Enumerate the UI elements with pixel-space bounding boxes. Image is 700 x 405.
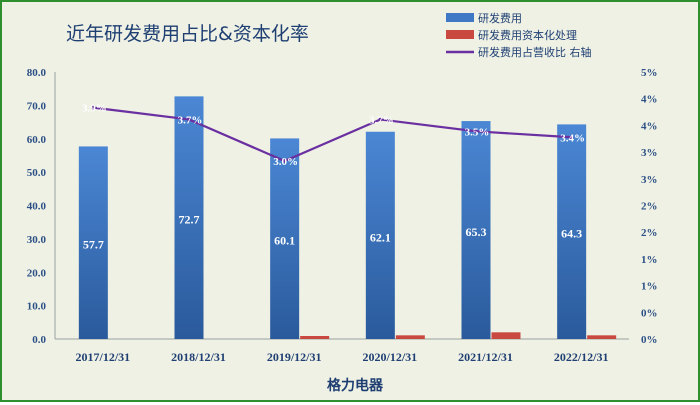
x-tick-label: 2022/12/31 <box>554 350 609 364</box>
y2-tick-label: 2% <box>641 227 658 239</box>
rd-expense-bar-label: 60.1 <box>274 234 295 248</box>
y2-tick-label: 2% <box>641 201 658 213</box>
y2-tick-label: 5% <box>641 67 658 79</box>
rd-expense-bar <box>78 146 108 339</box>
rd-ratio-point <box>91 105 96 110</box>
chart-canvas: 近年研发费用占比&资本化率 0.0 10.0 20.0 30.0 40.0 50.0 60.… <box>27 11 658 394</box>
y2-tick-label: 0% <box>641 307 658 319</box>
rd-ratio-label: 3.7% <box>178 114 203 126</box>
rd-expense-bar <box>557 124 587 340</box>
x-tick-label: 2017/12/31 <box>75 350 130 364</box>
rd-expense-bar <box>174 96 204 340</box>
rd-capitalized-bar <box>587 335 617 339</box>
legend-label-rd-ratio: 研发费用占营收比 右轴 <box>478 45 592 59</box>
x-tick-label: 2018/12/31 <box>171 350 226 364</box>
y-tick-label: 80.0 <box>27 67 47 79</box>
y-tick-label: 0.0 <box>32 334 46 346</box>
y-tick-label: 10.0 <box>27 301 47 313</box>
y2-tick-label: 3% <box>641 174 658 186</box>
y2-tick-label: 1% <box>641 281 658 293</box>
rd-capitalized-bar <box>395 335 425 339</box>
y-tick-label: 50.0 <box>27 167 47 179</box>
rd-ratio-point <box>569 135 574 140</box>
rd-expense-bar-label: 62.1 <box>370 230 391 244</box>
rd-expense-bar <box>365 131 395 339</box>
y-tick-label: 40.0 <box>27 201 47 213</box>
rd-expense-bar-label: 72.7 <box>179 213 200 227</box>
y2-tick-label: 1% <box>641 254 658 266</box>
legend-label-rd-capitalized: 研发费用资本化处理 <box>478 28 577 42</box>
legend-swatch-rd-expense <box>446 13 474 22</box>
rd-expense-bar-label: 57.7 <box>83 238 104 252</box>
y2-tick-label: 4% <box>641 120 658 132</box>
rd-ratio-label: 3.7% <box>369 114 394 126</box>
rd-ratio-point <box>474 129 478 134</box>
legend-label-rd-expense: 研发费用 <box>478 11 522 25</box>
y-tick-label: 60.0 <box>27 134 47 146</box>
y2-tick-label: 4% <box>641 94 658 106</box>
rd-expense-bar <box>270 138 300 339</box>
y-tick-label: 30.0 <box>27 234 47 246</box>
x-tick-label: 2019/12/31 <box>267 350 322 364</box>
legend-swatch-rd-capitalized <box>446 30 474 39</box>
x-tick-label: 2021/12/31 <box>458 350 513 364</box>
rd-ratio-label: 3.5% <box>465 126 490 138</box>
rd-expense-bar-label: 65.3 <box>466 225 487 239</box>
chart-title: 近年研发费用占比&资本化率 <box>66 23 309 45</box>
rd-ratio-point <box>378 117 383 122</box>
y2-tick-label: 3% <box>641 147 658 159</box>
rd-ratio-label: 3.9% <box>82 103 107 115</box>
rd-capitalized-bar <box>491 332 521 339</box>
rd-ratio-label: 3.4% <box>560 132 585 144</box>
y-tick-label: 70.0 <box>27 100 47 112</box>
rd-ratio-label: 3.0% <box>273 156 298 168</box>
rd-expense-bar-label: 64.3 <box>561 227 582 241</box>
rd-capitalized-bar <box>300 335 330 339</box>
x-axis-title: 格力电器 <box>327 377 384 394</box>
y2-tick-label: 0% <box>641 334 658 346</box>
rd-ratio-point <box>282 159 287 163</box>
rd-ratio-line <box>93 106 572 163</box>
x-tick-label: 2020/12/31 <box>362 350 417 364</box>
y-tick-label: 20.0 <box>27 267 47 279</box>
rd-expense-bar <box>461 121 491 339</box>
rd-ratio-point <box>187 117 191 122</box>
